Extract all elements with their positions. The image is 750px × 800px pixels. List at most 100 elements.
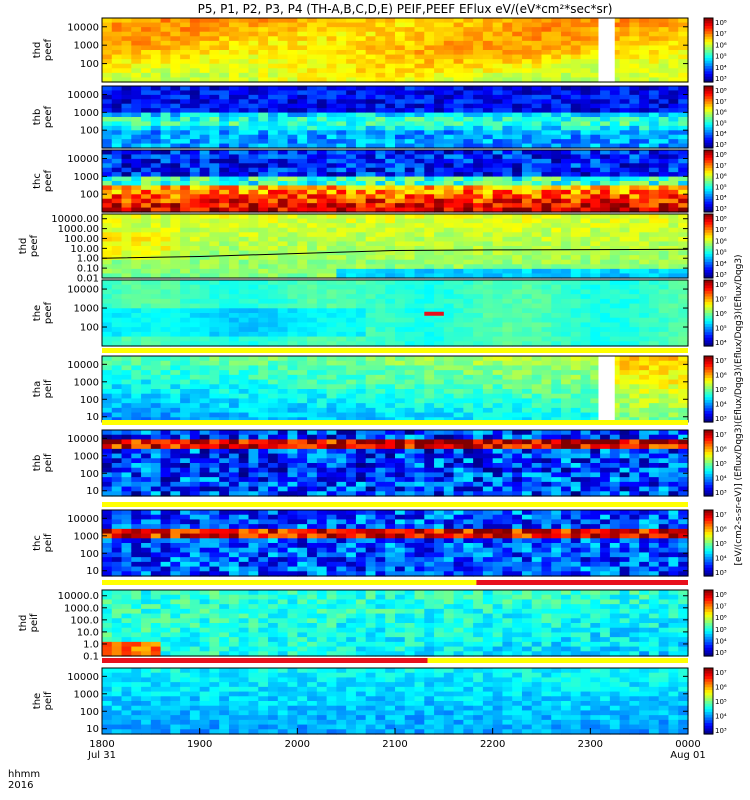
- heatmap-cell: [365, 327, 377, 333]
- heatmap-cell: [102, 280, 113, 286]
- heatmap-cell: [570, 185, 582, 191]
- heatmap-cell: [160, 250, 171, 256]
- heatmap-cell: [541, 167, 552, 173]
- heatmap-cell: [170, 313, 181, 319]
- heatmap-cell: [580, 154, 591, 160]
- heatmap-cell: [365, 356, 377, 362]
- heatmap-cell: [531, 143, 543, 149]
- heatmap-cell: [502, 130, 513, 136]
- heatmap-cell: [336, 27, 347, 33]
- heatmap-cell: [248, 181, 259, 187]
- heatmap-cell: [258, 185, 269, 191]
- heatmap-cell: [189, 31, 201, 37]
- heatmap-cell: [395, 203, 406, 209]
- heatmap-cell: [658, 189, 670, 195]
- heatmap-cell: [209, 227, 220, 233]
- heatmap-cell: [316, 154, 328, 160]
- heatmap-cell: [121, 121, 132, 127]
- heatmap-cell: [502, 121, 513, 127]
- heatmap-cell: [551, 172, 562, 178]
- heatmap-cell: [375, 72, 386, 79]
- heatmap-cell: [482, 194, 494, 200]
- heatmap-cell: [307, 121, 318, 127]
- heatmap-cell: [102, 72, 113, 79]
- heatmap-cell: [268, 280, 279, 286]
- heatmap-cell: [473, 90, 484, 96]
- heatmap-cell: [385, 322, 396, 328]
- heatmap-cell: [316, 203, 328, 209]
- heatmap-cell: [238, 198, 250, 204]
- heatmap-cell: [561, 99, 572, 105]
- heatmap-cell: [268, 112, 279, 118]
- heatmap-cell: [512, 303, 523, 309]
- heatmap-cell: [277, 59, 289, 65]
- heatmap-cell: [355, 223, 367, 229]
- heatmap-cell: [268, 236, 279, 243]
- heatmap-cell: [414, 308, 425, 314]
- heatmap-cell: [209, 322, 220, 328]
- heatmap-cell: [619, 294, 630, 300]
- heatmap-cell: [346, 356, 357, 362]
- heatmap-cell: [258, 40, 269, 47]
- heatmap-cell: [307, 125, 318, 131]
- heatmap-cell: [111, 198, 123, 204]
- heatmap-cell: [365, 31, 377, 37]
- heatmap-cell: [336, 227, 347, 233]
- heatmap-cell: [395, 412, 406, 418]
- heatmap-cell: [160, 370, 171, 376]
- heatmap-cell: [336, 365, 347, 371]
- heatmap-cell: [268, 158, 279, 164]
- heatmap-cell: [346, 214, 357, 220]
- heatmap-cell: [570, 94, 582, 100]
- heatmap-cell: [541, 130, 552, 136]
- heatmap-cell: [258, 336, 269, 342]
- heatmap-cell: [170, 54, 181, 60]
- colorbar-step: [704, 251, 713, 255]
- heatmap-cell: [258, 223, 269, 229]
- heatmap-cell: [258, 214, 269, 220]
- heatmap-cell: [453, 77, 464, 83]
- heatmap-cell: [648, 94, 660, 100]
- heatmap-cell: [551, 86, 562, 92]
- heatmap-cell: [561, 223, 572, 229]
- heatmap-cell: [590, 112, 601, 118]
- heatmap-cell: [590, 72, 601, 79]
- heatmap-cell: [180, 31, 191, 37]
- heatmap-cell: [492, 31, 504, 37]
- heatmap-cell: [512, 134, 523, 140]
- heatmap-cell: [102, 121, 113, 127]
- heatmap-cell: [463, 99, 474, 105]
- heatmap-cell: [541, 250, 552, 256]
- heatmap-cell: [111, 22, 123, 28]
- heatmap-cell: [346, 289, 357, 295]
- heatmap-cell: [365, 117, 377, 123]
- heatmap-cell: [434, 163, 445, 169]
- heatmap-cell: [473, 72, 484, 79]
- heatmap-cell: [434, 99, 445, 105]
- heatmap-cell: [502, 250, 513, 256]
- heatmap-cell: [307, 108, 318, 114]
- heatmap-cell: [180, 154, 191, 160]
- heatmap-cell: [297, 125, 308, 131]
- heatmap-cell: [453, 268, 464, 275]
- heatmap-cell: [541, 232, 552, 238]
- heatmap-cell: [463, 125, 474, 131]
- heatmap-cell: [375, 40, 386, 47]
- heatmap-cell: [189, 365, 201, 371]
- heatmap-cell: [228, 112, 240, 118]
- heatmap-cell: [443, 22, 455, 28]
- heatmap-cell: [473, 77, 484, 83]
- heatmap-cell: [385, 117, 396, 123]
- heatmap-cell: [248, 143, 259, 149]
- heatmap-cell: [531, 289, 543, 295]
- heatmap-cell: [580, 273, 591, 279]
- heatmap-cell: [160, 31, 171, 37]
- heatmap-cell: [277, 189, 289, 195]
- heatmap-cell: [395, 154, 406, 160]
- heatmap-cell: [541, 143, 552, 149]
- heatmap-cell: [365, 198, 377, 204]
- heatmap-cell: [463, 36, 474, 42]
- heatmap-cell: [268, 31, 279, 37]
- heatmap-cell: [473, 150, 484, 156]
- heatmap-cell: [248, 227, 259, 233]
